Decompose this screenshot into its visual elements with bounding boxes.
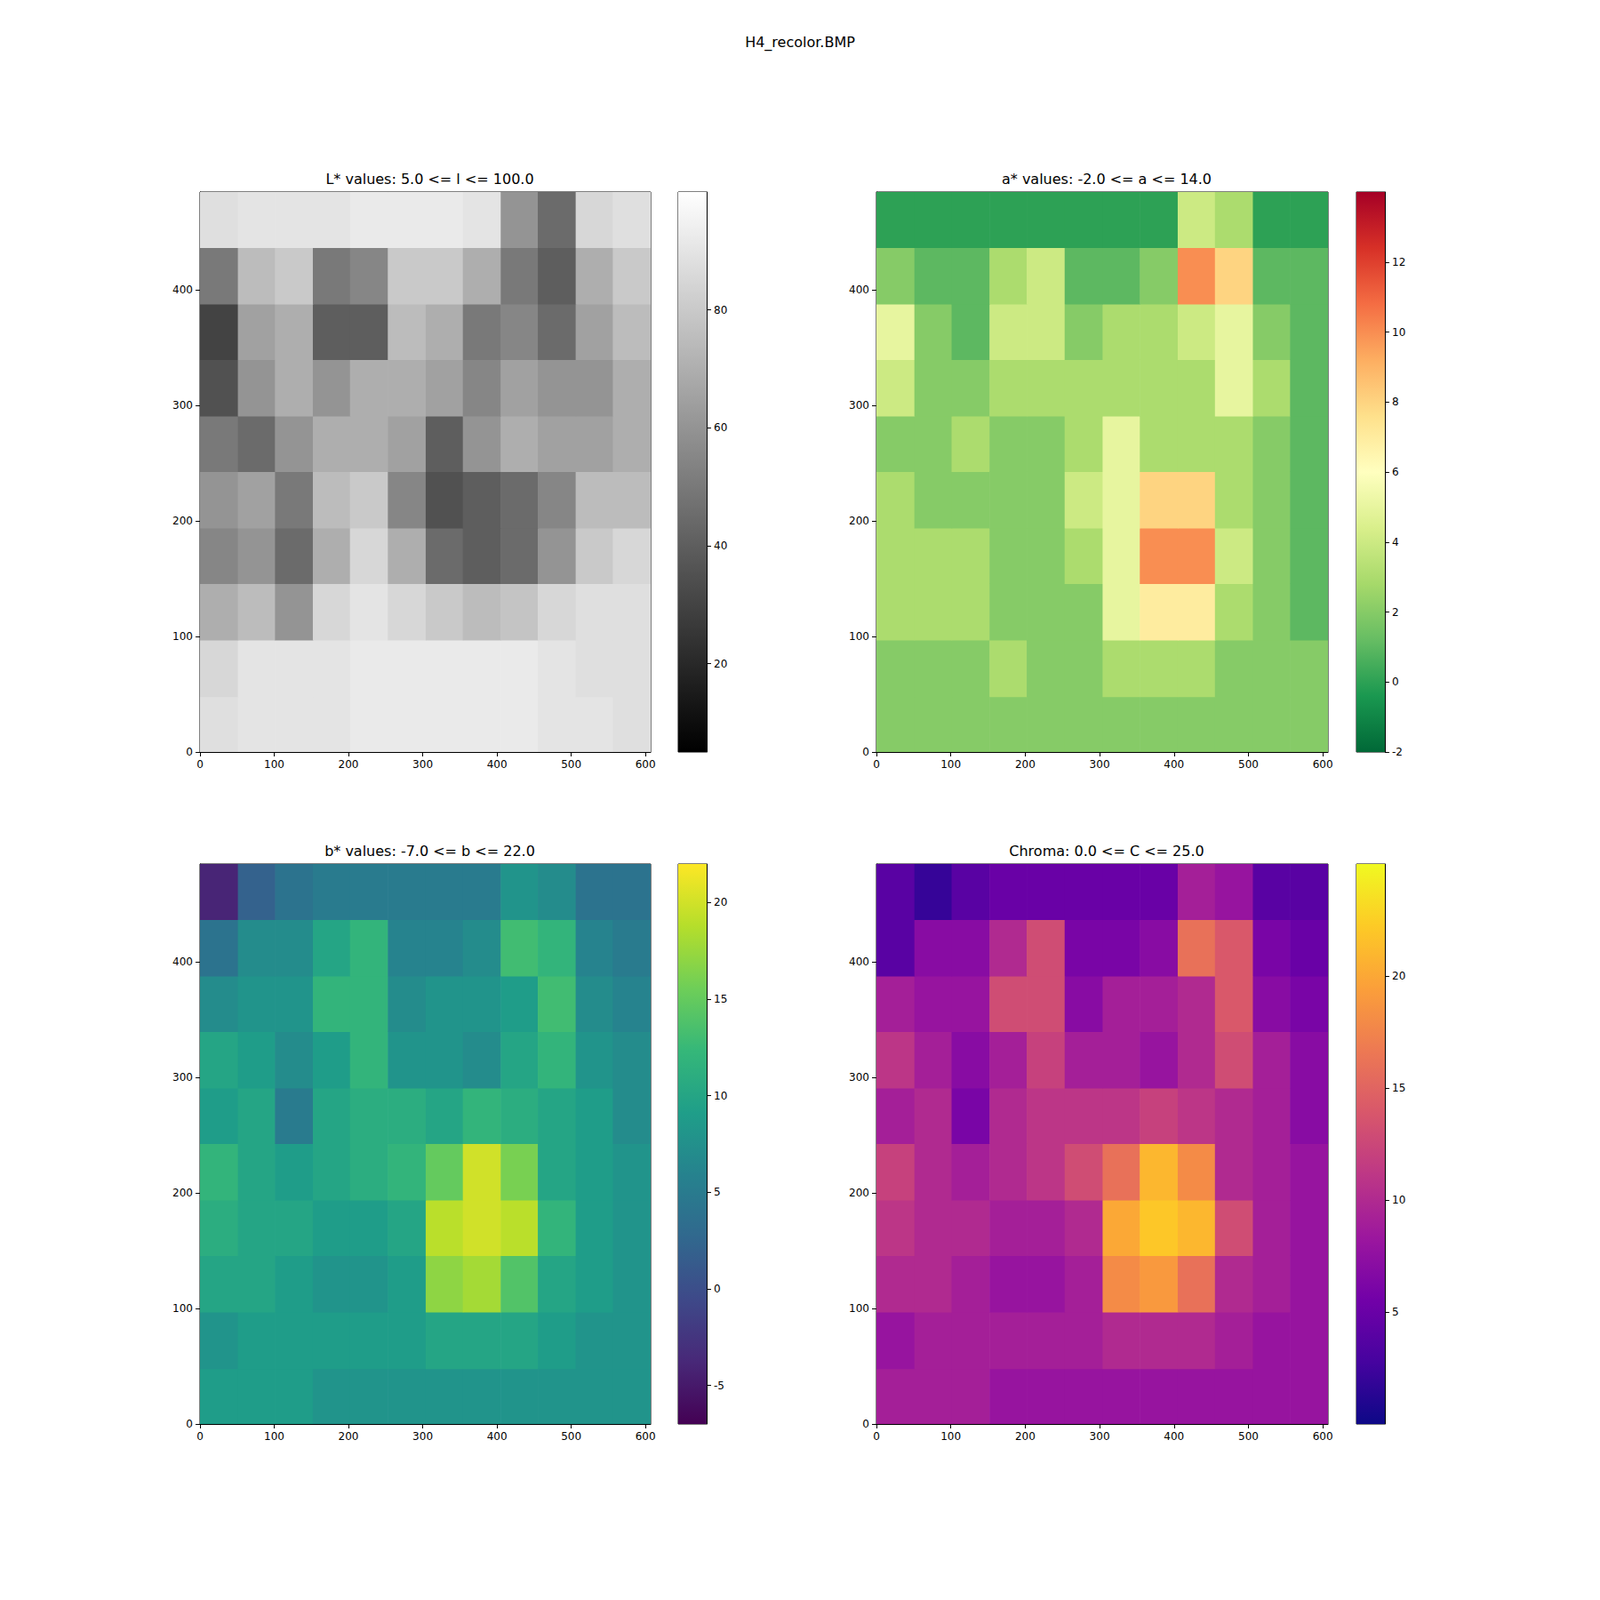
svg-text:400: 400	[1163, 1430, 1184, 1443]
svg-text:200: 200	[848, 1186, 870, 1200]
svg-text:0: 0	[872, 758, 880, 771]
svg-text:0: 0	[196, 1430, 204, 1443]
svg-text:12: 12	[1392, 256, 1406, 269]
svg-text:600: 600	[635, 758, 656, 771]
svg-text:100: 100	[264, 1430, 285, 1443]
svg-text:0: 0	[1392, 675, 1400, 688]
svg-text:5: 5	[713, 1185, 721, 1199]
svg-text:100: 100	[848, 630, 870, 643]
svg-text:20: 20	[713, 896, 728, 909]
svg-text:-5: -5	[713, 1379, 725, 1392]
svg-text:100: 100	[264, 758, 285, 771]
svg-text:400: 400	[487, 1430, 508, 1443]
svg-text:100: 100	[172, 1302, 193, 1315]
svg-text:200: 200	[172, 1186, 193, 1200]
svg-text:0: 0	[185, 1417, 193, 1431]
svg-text:0: 0	[862, 1417, 870, 1431]
svg-text:400: 400	[848, 955, 870, 968]
svg-text:2: 2	[1392, 606, 1400, 619]
svg-text:15: 15	[1392, 1081, 1406, 1095]
svg-text:200: 200	[848, 514, 870, 528]
svg-text:20: 20	[713, 657, 728, 671]
svg-text:100: 100	[848, 1302, 870, 1315]
svg-text:15: 15	[713, 992, 728, 1006]
svg-text:0: 0	[862, 745, 870, 759]
svg-text:300: 300	[412, 1430, 433, 1443]
svg-text:400: 400	[487, 758, 508, 771]
svg-text:a* values: -2.0 <= a <= 14.0: a* values: -2.0 <= a <= 14.0	[1001, 170, 1212, 188]
svg-text:0: 0	[196, 758, 204, 771]
svg-text:300: 300	[172, 399, 193, 412]
svg-text:100: 100	[940, 758, 961, 771]
svg-text:400: 400	[172, 955, 193, 968]
svg-text:Chroma: 0.0 <= C <= 25.0: Chroma: 0.0 <= C <= 25.0	[1008, 842, 1204, 860]
svg-text:200: 200	[338, 1430, 360, 1443]
svg-text:500: 500	[1238, 758, 1259, 771]
svg-text:60: 60	[713, 421, 728, 434]
svg-text:600: 600	[1312, 758, 1334, 771]
svg-text:H4_recolor.BMP: H4_recolor.BMP	[744, 33, 856, 52]
svg-text:300: 300	[172, 1071, 193, 1084]
svg-text:400: 400	[1163, 758, 1184, 771]
svg-text:0: 0	[185, 745, 193, 759]
svg-text:200: 200	[1015, 1430, 1036, 1443]
svg-text:100: 100	[172, 630, 193, 643]
svg-text:600: 600	[635, 1430, 656, 1443]
svg-text:-2: -2	[1392, 745, 1403, 759]
svg-text:0: 0	[872, 1430, 880, 1443]
svg-text:4: 4	[1392, 536, 1400, 549]
svg-text:10: 10	[1392, 1193, 1406, 1207]
svg-text:300: 300	[848, 399, 870, 412]
svg-text:600: 600	[1312, 1430, 1334, 1443]
svg-text:8: 8	[1392, 395, 1400, 408]
svg-text:300: 300	[1089, 758, 1111, 771]
svg-text:100: 100	[940, 1430, 961, 1443]
svg-text:300: 300	[848, 1071, 870, 1084]
svg-text:40: 40	[713, 539, 728, 552]
svg-text:5: 5	[1392, 1305, 1400, 1319]
svg-text:300: 300	[1089, 1430, 1111, 1443]
svg-text:200: 200	[338, 758, 360, 771]
svg-text:80: 80	[713, 304, 728, 317]
svg-text:500: 500	[1238, 1430, 1259, 1443]
svg-text:500: 500	[560, 1430, 582, 1443]
svg-text:0: 0	[713, 1282, 721, 1296]
svg-text:6: 6	[1392, 465, 1400, 479]
svg-text:10: 10	[713, 1089, 728, 1103]
svg-text:10: 10	[1392, 326, 1406, 339]
svg-text:200: 200	[172, 514, 193, 528]
svg-text:300: 300	[412, 758, 433, 771]
svg-text:200: 200	[1015, 758, 1036, 771]
svg-text:400: 400	[172, 283, 193, 296]
svg-text:400: 400	[848, 283, 870, 296]
svg-text:b* values: -7.0 <= b <= 22.0: b* values: -7.0 <= b <= 22.0	[324, 842, 536, 860]
svg-text:500: 500	[560, 758, 582, 771]
svg-text:L* values: 5.0 <= l <= 100.0: L* values: 5.0 <= l <= 100.0	[325, 170, 534, 188]
svg-text:20: 20	[1392, 969, 1406, 983]
